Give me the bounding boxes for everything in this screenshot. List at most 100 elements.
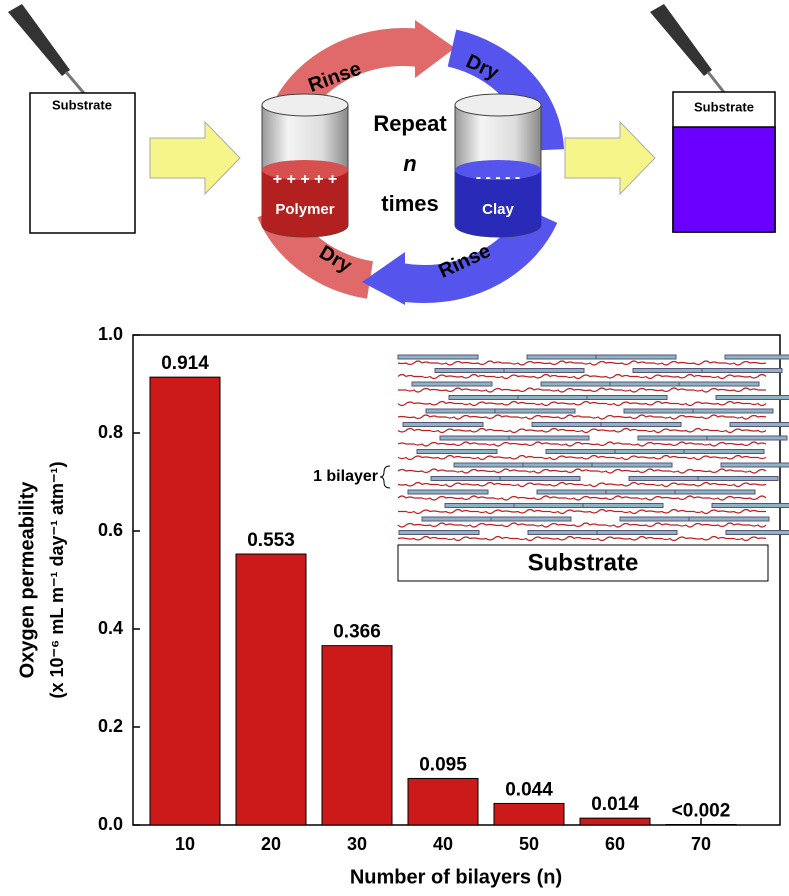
- clay-platelet: [528, 531, 608, 535]
- clay-platelet: [417, 450, 497, 454]
- clay-platelet: [721, 463, 789, 467]
- arrowhead: [415, 20, 455, 78]
- clay-platelet: [495, 409, 575, 413]
- arrowhead: [362, 252, 405, 305]
- polymer-chain: [398, 483, 766, 487]
- polymer-label: Polymer: [275, 201, 334, 218]
- bar: [236, 554, 306, 825]
- y-axis-units: (x 10⁻⁶ mL m⁻¹ day⁻¹ atm⁻¹): [47, 461, 67, 698]
- value-label: 0.044: [505, 779, 553, 800]
- polymer-chain: [398, 361, 766, 365]
- clay-platelet: [541, 382, 621, 386]
- x-tick-label: 70: [691, 834, 711, 854]
- polymer-chain: [398, 402, 766, 406]
- y-tick-label: 1.0: [98, 324, 123, 344]
- polymer-chain: [398, 469, 766, 473]
- substrate-label: Substrate: [52, 97, 112, 112]
- clay-platelet: [597, 531, 677, 535]
- clay-platelet: [445, 504, 525, 508]
- charges: - - - - -: [476, 169, 520, 186]
- clay-platelet: [606, 490, 686, 494]
- clay-platelet: [712, 504, 789, 508]
- clay-platelet: [491, 517, 571, 521]
- clay-platelet: [610, 382, 690, 386]
- value-label: 0.366: [333, 622, 381, 643]
- clay-platelet: [449, 396, 529, 400]
- clay-platelet: [527, 355, 607, 359]
- clay-platelet: [398, 355, 478, 359]
- clay-platelet: [431, 477, 511, 481]
- clay-platelet: [523, 463, 603, 467]
- x-axis-label: Number of bilayers (n): [350, 866, 562, 888]
- scalpel-right: [650, 4, 730, 100]
- clay-platelet: [684, 450, 764, 454]
- bar: [580, 818, 650, 825]
- clay-platelet: [624, 409, 704, 413]
- clay-platelet: [514, 504, 594, 508]
- y-tick-label: 0.2: [98, 716, 123, 736]
- polymer-chain: [398, 456, 766, 460]
- value-label: <0.002: [672, 801, 731, 822]
- y-axis-label: Oxygen permeability: [16, 481, 38, 679]
- clay-platelet: [532, 423, 612, 427]
- x-tick-label: 30: [347, 834, 367, 854]
- clay-platelet: [583, 504, 663, 508]
- y-tick-label: 0.8: [98, 422, 123, 442]
- clay-platelet: [504, 369, 584, 373]
- scalpel-left: [8, 4, 88, 98]
- clay-platelet: [592, 463, 672, 467]
- x-tick-label: 60: [605, 834, 625, 854]
- clay-platelet: [693, 409, 773, 413]
- y-tick-label: 0.6: [98, 520, 123, 540]
- clay-platelet: [546, 450, 626, 454]
- polymer-chain: [398, 429, 766, 433]
- clay-platelet: [408, 490, 488, 494]
- polymer-chain: [398, 523, 766, 527]
- value-label: 0.553: [247, 530, 295, 551]
- charges: + + + + +: [273, 171, 338, 188]
- y-tick-label: 0.0: [98, 814, 123, 834]
- clay-platelet: [454, 463, 534, 467]
- bar: [494, 803, 564, 825]
- clay-platelet: [403, 423, 483, 427]
- clay-platelet: [596, 355, 676, 359]
- clay-platelet: [412, 382, 492, 386]
- bilayer-label: 1 bilayer: [313, 468, 378, 485]
- clay-platelet: [509, 436, 589, 440]
- polymer-chain: [398, 388, 766, 392]
- clay-platelet: [629, 477, 709, 481]
- n-label: n: [403, 151, 416, 176]
- clay-platelet: [620, 517, 700, 521]
- clay-platelet: [702, 369, 782, 373]
- clay-platelet: [422, 517, 502, 521]
- clay-platelet: [716, 396, 789, 400]
- polymer-chain: [398, 496, 766, 500]
- substrate-box: [30, 93, 135, 233]
- clay-platelet: [730, 423, 789, 427]
- brace: [380, 466, 390, 488]
- repeat-label: Repeat: [373, 111, 447, 136]
- clay-platelet: [698, 477, 778, 481]
- coating: [673, 127, 775, 232]
- clay-platelet: [399, 531, 479, 535]
- clay-platelet: [601, 423, 681, 427]
- arrow: [150, 122, 240, 194]
- clay-platelet: [500, 477, 580, 481]
- clay-platelet: [440, 436, 520, 440]
- clay-platelet: [725, 355, 789, 359]
- bar: [408, 778, 478, 825]
- clay-platelet: [518, 396, 598, 400]
- arrow: [565, 122, 655, 194]
- clay-platelet: [679, 382, 759, 386]
- clay-platelet: [435, 369, 515, 373]
- x-tick-label: 10: [175, 834, 195, 854]
- x-tick-label: 40: [433, 834, 453, 854]
- substrate-label: Substrate: [694, 99, 754, 114]
- polymer-chain: [398, 510, 766, 514]
- bar: [322, 646, 392, 825]
- clay-platelet: [633, 369, 713, 373]
- polymer-chain: [398, 415, 766, 419]
- x-tick-label: 50: [519, 834, 539, 854]
- times-label: times: [381, 191, 438, 216]
